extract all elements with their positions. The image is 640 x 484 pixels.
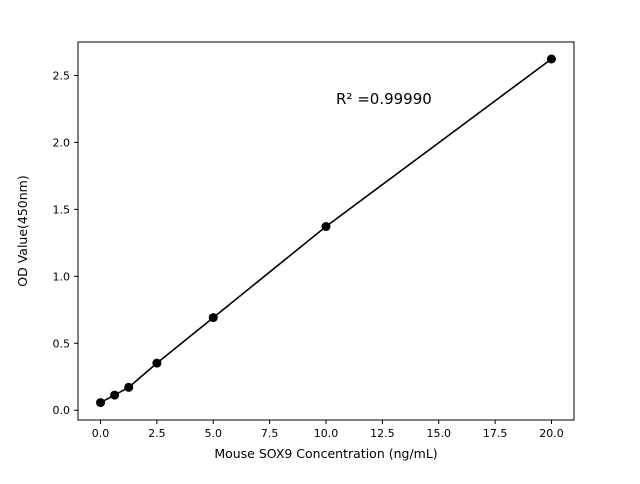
data-point bbox=[546, 54, 556, 64]
y-axis-label: OD Value(450nm) bbox=[15, 175, 30, 286]
data-point bbox=[96, 398, 106, 408]
x-tick-label: 17.5 bbox=[483, 427, 508, 440]
x-tick-label: 15.0 bbox=[426, 427, 451, 440]
data-point bbox=[152, 358, 162, 368]
plot-area: 0.0 2.5 5.0 7.5 10.0 12.5 15.0 17.5 20.0 0.0 0.5 1.… bbox=[53, 41, 575, 440]
y-tick-label: 2.5 bbox=[53, 69, 71, 82]
data-point bbox=[124, 382, 134, 392]
x-axis-label: Mouse SOX9 Concentration (ng/mL) bbox=[214, 446, 437, 461]
r-squared-annotation: R² =0.99990 bbox=[336, 90, 432, 108]
data-point bbox=[208, 313, 218, 323]
y-tick-label: 2.0 bbox=[53, 136, 71, 149]
y-tick-label: 0.5 bbox=[53, 337, 71, 350]
x-tick-label: 20.0 bbox=[539, 427, 564, 440]
y-tick-label: 0.0 bbox=[53, 404, 71, 417]
x-tick-label: 12.5 bbox=[370, 427, 395, 440]
y-tick-label: 1.5 bbox=[53, 203, 71, 216]
data-point bbox=[321, 222, 331, 232]
data-point bbox=[110, 390, 120, 400]
x-tick-label: 2.5 bbox=[148, 427, 166, 440]
x-tick-label: 7.5 bbox=[261, 427, 279, 440]
x-tick-label: 10.0 bbox=[314, 427, 339, 440]
x-tick-label: 5.0 bbox=[205, 427, 223, 440]
y-tick-label: 1.0 bbox=[53, 270, 71, 283]
x-tick-label: 0.0 bbox=[92, 427, 110, 440]
